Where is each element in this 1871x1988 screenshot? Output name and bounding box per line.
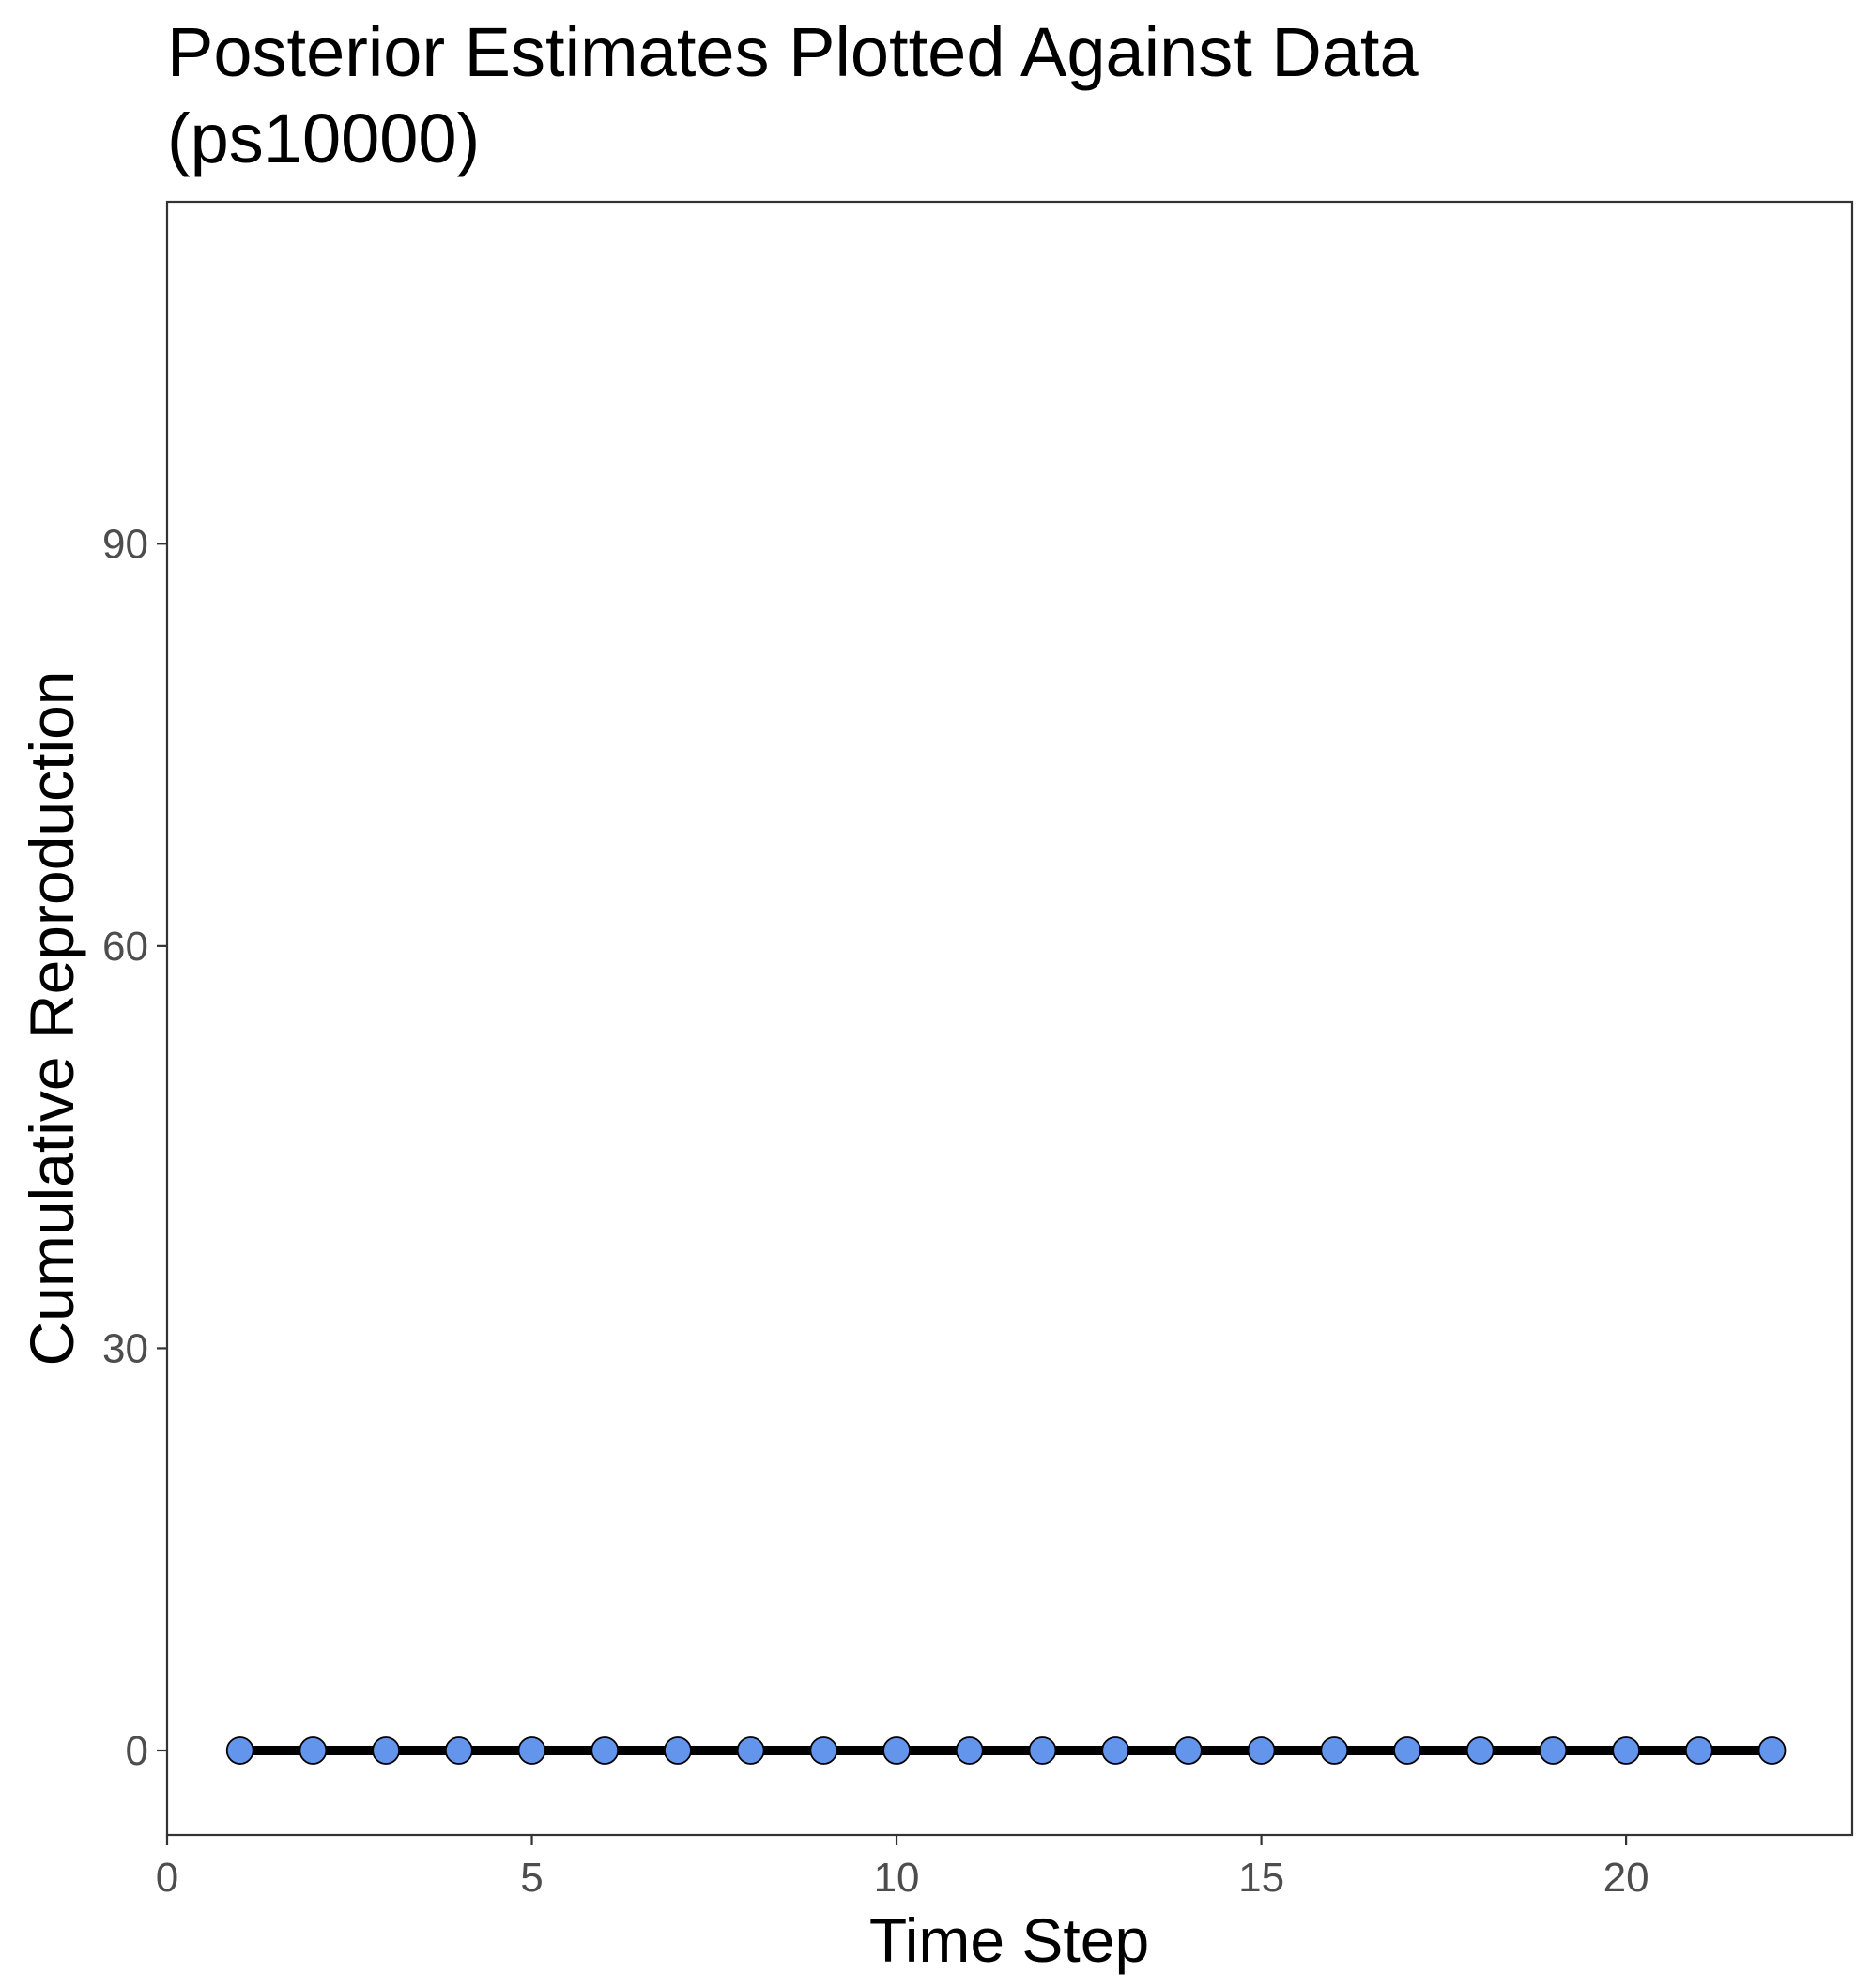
x-tick-label: 5	[520, 1855, 543, 1901]
data-point	[1539, 1736, 1568, 1765]
data-point	[1757, 1736, 1787, 1765]
data-point	[809, 1736, 838, 1765]
data-point	[1247, 1736, 1276, 1765]
data-point	[1684, 1736, 1713, 1765]
data-point	[1028, 1736, 1057, 1765]
x-tick-label: 15	[1238, 1855, 1284, 1901]
x-axis: 0 5 10 15 20	[156, 1835, 1649, 1901]
data-point	[372, 1736, 401, 1765]
data-point	[1320, 1736, 1349, 1765]
data-point	[225, 1736, 254, 1765]
data-point	[882, 1736, 911, 1765]
x-tick-label: 0	[156, 1855, 178, 1901]
data-point	[590, 1736, 620, 1765]
x-axis-label: Time Step	[869, 1905, 1149, 1975]
plot-panel-border	[165, 200, 1854, 1837]
x-tick-label: 20	[1603, 1855, 1649, 1901]
series-group	[225, 1736, 1787, 1765]
chart-title: Posterior Estimates Plotted Against Data…	[167, 13, 1419, 177]
data-point	[736, 1736, 765, 1765]
data-point	[1393, 1736, 1421, 1765]
y-axis-label: Cumulative Reproduction	[17, 670, 86, 1366]
y-tick-label: 30	[102, 1325, 148, 1371]
x-tick-label: 10	[874, 1855, 920, 1901]
data-point	[1101, 1736, 1130, 1765]
y-tick-label: 60	[102, 924, 148, 970]
data-point	[1612, 1736, 1641, 1765]
y-axis: 0 30 60 90	[102, 521, 167, 1774]
data-point	[299, 1736, 328, 1765]
data-point	[1173, 1736, 1203, 1765]
data-point	[1465, 1736, 1495, 1765]
data-point	[955, 1736, 984, 1765]
data-point	[517, 1736, 546, 1765]
y-tick-label: 90	[102, 521, 148, 567]
y-tick-label: 0	[126, 1728, 148, 1774]
data-point	[444, 1736, 473, 1765]
data-point	[664, 1736, 692, 1765]
